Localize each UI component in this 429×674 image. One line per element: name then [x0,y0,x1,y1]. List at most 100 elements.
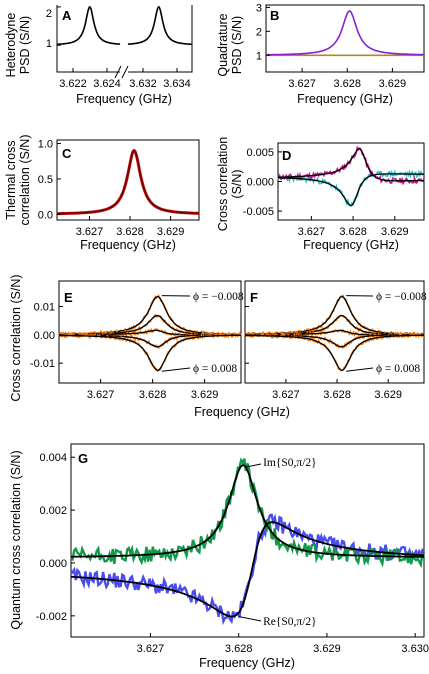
panel-d-xtick-1: 3.628 [339,226,367,238]
panel-g-ytick-0: 0.004 [39,452,67,464]
panel-f-label: F [250,290,258,305]
panel-e-annotation-bottom-arrow [161,367,191,372]
panel-d-fit-cyan [278,173,424,207]
panel-b-ylabel-line1: Quadrature [216,13,230,76]
panel-d-plot: 3.627 3.628 3.629 0.005 0.000 -0.005 [243,145,425,238]
panel-d: Cross correlation (S/N) 3.627 3.628 3.629 0… [216,137,425,252]
panel-d-xtick-2: 3.629 [381,226,409,238]
panel-e-plot: 3.627 3.628 3.629 0.01 0.00 -0.01 ϕ = −0.008 ϕ … [30,291,244,401]
panel-a-curve-left [57,5,121,46]
panel-a-ylabel-line2: PSD (S/N) [18,16,32,74]
panel-f-xtick-2: 3.629 [374,389,402,401]
panel-a-ytick-2: 2 [46,8,52,20]
panel-f-frame [244,280,425,384]
panel-c-plot: 3.627 3.628 3.629 0.0 0.5 1.0 [38,139,200,238]
panel-d-xtick-0: 3.627 [298,226,326,238]
panel-b-ytick-2: 3 [256,2,262,14]
panel-g-ylabel: Quantum cross correlation (S/N) [9,450,23,629]
panel-a-plot [57,5,192,72]
panel-e-ytick-0: 0.01 [34,302,55,314]
panel-g-data-re [70,513,425,626]
panel-a-ytick-1: 1 [46,38,52,50]
panel-b-ytick-0: 1 [256,50,262,62]
panel-g-xtick-2: 3.629 [313,643,341,655]
panel-e-xtick-2: 3.629 [191,389,219,401]
panel-c-fit-series [57,149,200,215]
panel-f-annotation-top: ϕ = −0.008 [376,291,427,303]
panel-b-ylabel-line2: PSD (S/N) [230,16,244,74]
panel-g-xtick-3: 3.630 [401,643,429,655]
panel-e-ytick-2: -0.01 [30,358,55,370]
panel-g-label: G [78,451,88,466]
panel-g-xlabel: Frequency (GHz) [199,656,295,670]
panel-g-ytick-1: 0.002 [39,505,67,517]
panel-c-xtick-0: 3.627 [76,226,104,238]
panel-e-label: E [64,290,73,305]
panel-d-ytick-2: -0.005 [243,206,274,218]
panel-f-xtick-0: 3.627 [272,389,300,401]
panel-e-fit-4 [59,334,241,371]
panel-e-xtick-0: 3.627 [87,389,115,401]
panel-d-xlabel: Frequency (GHz) [303,238,399,252]
panel-g-xtick-0: 3.627 [137,643,165,655]
panel-b: Quadrature PSD (S/N) 3.627 3.628 3.629123 … [216,2,425,106]
panel-c-ytick-2: 1.0 [38,139,53,151]
panel-d-label: D [282,148,291,163]
panel-f-xtick-1: 3.628 [323,389,351,401]
panel-b-xtick-2: 3.629 [379,78,407,90]
panel-ef-xlabel: Frequency (GHz) [194,405,290,419]
panel-e-annotation-top: ϕ = −0.008 [193,291,244,303]
panel-d-ylabel-line1: Cross correlation [216,137,230,232]
panel-b-plot: 3.627 3.628 3.629 1 2 3 [256,2,424,90]
panel-f-annotation-bottom: ϕ = 0.008 [376,363,420,375]
panel-c-ytick-0: 0.0 [38,209,53,221]
panel-c-data-series [57,148,200,216]
panel-g-fit-im [71,464,424,558]
panel-g-frame [70,443,425,638]
panel-b-xtick-0: 3.627 [288,78,316,90]
panel-g: Quantum cross correlation (S/N) 3.627 3.6… [9,443,429,670]
panel-c-xtick-1: 3.628 [116,226,144,238]
panel-d-ylabel-line2: (S/N) [230,169,244,198]
panel-b-frame [265,4,425,73]
panel-a-xtick-0: 3.622 [59,78,87,90]
panel-g-annotation-re-arrow [238,616,262,622]
panel-d-fit-magenta [278,148,424,182]
panel-e-annotation-bottom: ϕ = 0.008 [193,363,237,375]
panel-a: Heterodyne PSD (S/N) 2 1 A 3.622 3.624 3… [4,5,193,106]
panel-f-plot: 3.627 3.628 3.629 ϕ = −0.008 ϕ = 0.008 [244,291,427,401]
panel-a-frame [56,5,193,73]
panel-a-xlabel: Frequency (GHz) [76,92,172,106]
panel-c-xtick-2: 3.629 [157,226,185,238]
panel-g-plot: 3.627 3.628 3.629 3.630 0.004 0.002 0.000 -0.00… [36,452,429,655]
panel-f-annotation-bottom-arrow [346,367,374,372]
panel-b-label: B [270,8,279,23]
panel-e: Cross correlation (S/N) 3.627 3.628 3.629 0… [9,274,244,401]
panel-e-ylabel: Cross correlation (S/N) [9,274,23,401]
panel-g-data-im [70,457,426,569]
panel-d-data-magenta [277,145,425,186]
panel-a-ylabel-line1: Heterodyne [4,13,18,78]
panel-f: 3.627 3.628 3.629 ϕ = −0.008 ϕ = 0.008 F [244,280,427,401]
panel-b-xtick-1: 3.628 [333,78,361,90]
panel-c-ylabel-line1: Thermal cross [4,140,18,219]
panel-e-ytick-1: 0.00 [34,330,55,342]
panel-a-xtick-1: 3.624 [93,78,121,90]
panel-c: Thermal cross correlation (S/N) 3.627 3.6… [4,135,200,252]
panel-c-frame [56,139,200,221]
panel-d-ytick-1: 0.000 [246,177,274,189]
panel-a-axis-break [114,65,129,79]
panel-e-frame [58,280,242,384]
panel-b-ytick-1: 2 [256,26,262,38]
panel-c-ylabel-line2: correlation (S/N) [18,135,32,226]
panel-b-xlabel: Frequency (GHz) [297,92,393,106]
panel-g-xtick-1: 3.628 [225,643,253,655]
panel-a-label: A [62,8,72,23]
panel-f-fit-4 [245,334,424,371]
panel-g-fit-re [70,521,424,618]
panel-e-xtick-1: 3.628 [139,389,167,401]
panel-b-series-purple [266,10,424,56]
panel-d-ytick-0: 0.005 [246,147,274,159]
panel-g-annotation-re: Re{S0,π/2} [263,616,317,628]
